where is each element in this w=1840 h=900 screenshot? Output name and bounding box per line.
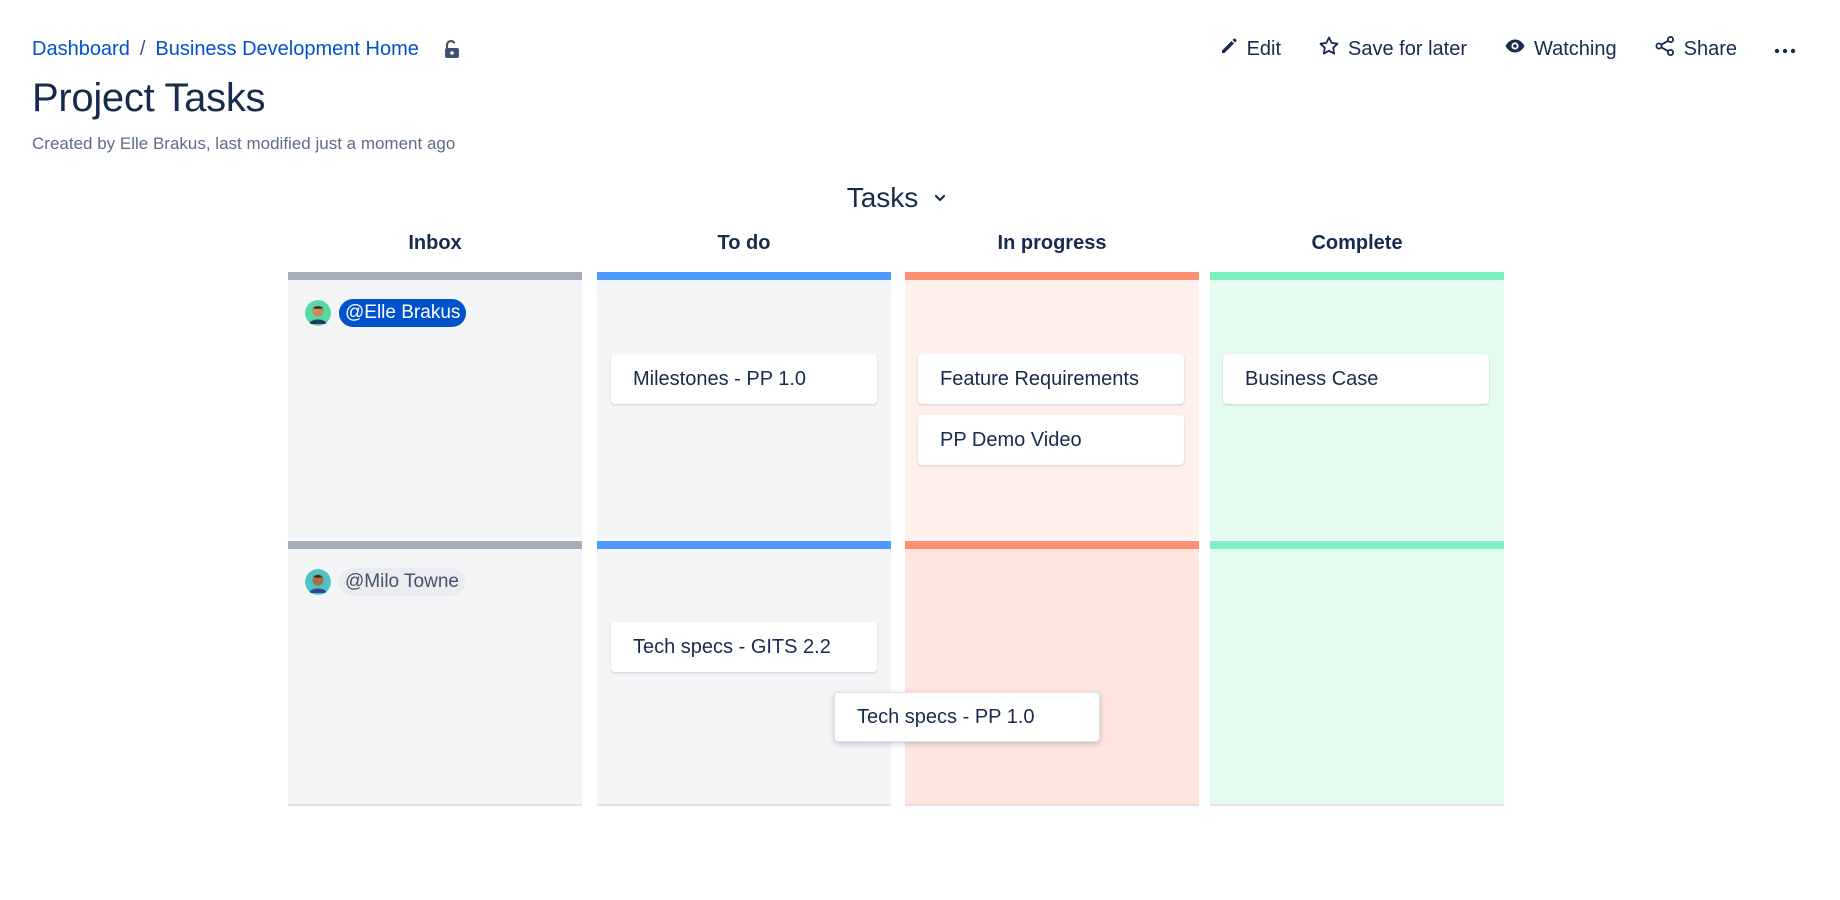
breadcrumb-business-development-home[interactable]: Business Development Home bbox=[155, 37, 419, 60]
share-icon bbox=[1654, 35, 1684, 63]
watching-label: Watching bbox=[1533, 37, 1617, 60]
cell-row1-in-progress bbox=[905, 272, 1199, 539]
task-card-feature-requirements[interactable]: Feature Requirements bbox=[918, 354, 1184, 404]
cell-row1-to-do bbox=[597, 272, 891, 539]
board-title: Tasks bbox=[0, 182, 1795, 214]
column-bar bbox=[597, 541, 891, 549]
task-card-business-case[interactable]: Business Case bbox=[1223, 354, 1489, 404]
chevron-down-icon[interactable] bbox=[932, 190, 948, 206]
column-header-to-do: To do bbox=[717, 232, 771, 254]
avatar bbox=[305, 569, 331, 595]
breadcrumb: Dashboard / Business Development Home bbox=[32, 36, 463, 62]
cell-row2-in-progress bbox=[905, 541, 1199, 806]
column-header-inbox: Inbox bbox=[408, 232, 462, 254]
column-header-in-progress: In progress bbox=[997, 232, 1107, 254]
cell-row1-complete bbox=[1210, 272, 1504, 539]
assignee-mention-milo-towne[interactable]: @Milo Towne bbox=[305, 568, 465, 596]
column-bar bbox=[1210, 272, 1504, 280]
column-bar bbox=[288, 541, 582, 549]
mention-label: @Elle Brakus bbox=[339, 299, 467, 327]
breadcrumb-dashboard[interactable]: Dashboard bbox=[32, 37, 130, 60]
pencil-icon bbox=[1219, 36, 1247, 62]
edit-button[interactable]: Edit bbox=[1219, 36, 1281, 62]
column-bar bbox=[905, 272, 1199, 280]
dragging-task-card-tech-specs-pp-1-0[interactable]: Tech specs - PP 1.0 bbox=[834, 692, 1100, 742]
column-header-complete: Complete bbox=[1311, 232, 1403, 254]
mention-label: @Milo Towne bbox=[339, 568, 465, 596]
column-bar bbox=[905, 541, 1199, 549]
more-icon bbox=[1774, 38, 1804, 61]
cell-row2-to-do bbox=[597, 541, 891, 806]
save-for-later-button[interactable]: Save for later bbox=[1318, 35, 1467, 63]
page-title: Project Tasks bbox=[32, 76, 266, 120]
cell-row2-complete bbox=[1210, 541, 1504, 806]
edit-label: Edit bbox=[1246, 37, 1282, 60]
breadcrumb-separator: / bbox=[139, 37, 146, 60]
column-bar bbox=[1210, 541, 1504, 549]
eye-icon bbox=[1504, 35, 1534, 63]
board-title-label: Tasks bbox=[846, 182, 919, 213]
page-byline: Created by Elle Brakus, last modified ju… bbox=[32, 134, 456, 153]
task-card-tech-specs-gits-2-2[interactable]: Tech specs - GITS 2.2 bbox=[611, 622, 877, 672]
more-actions-button[interactable] bbox=[1774, 38, 1804, 61]
share-label: Share bbox=[1683, 37, 1737, 60]
column-bar bbox=[597, 272, 891, 280]
task-card-pp-demo-video[interactable]: PP Demo Video bbox=[918, 415, 1184, 465]
avatar bbox=[305, 300, 331, 326]
watching-button[interactable]: Watching bbox=[1504, 35, 1617, 63]
assignee-mention-elle-brakus[interactable]: @Elle Brakus bbox=[305, 299, 467, 327]
page-actions: Edit Save for later Watching Share bbox=[1219, 34, 1840, 64]
task-card-milestones-pp-1-0[interactable]: Milestones - PP 1.0 bbox=[611, 354, 877, 404]
unlock-icon[interactable] bbox=[441, 38, 463, 60]
save-for-later-label: Save for later bbox=[1348, 37, 1467, 60]
column-bar bbox=[288, 272, 582, 280]
star-icon bbox=[1318, 35, 1348, 63]
share-button[interactable]: Share bbox=[1654, 35, 1737, 63]
